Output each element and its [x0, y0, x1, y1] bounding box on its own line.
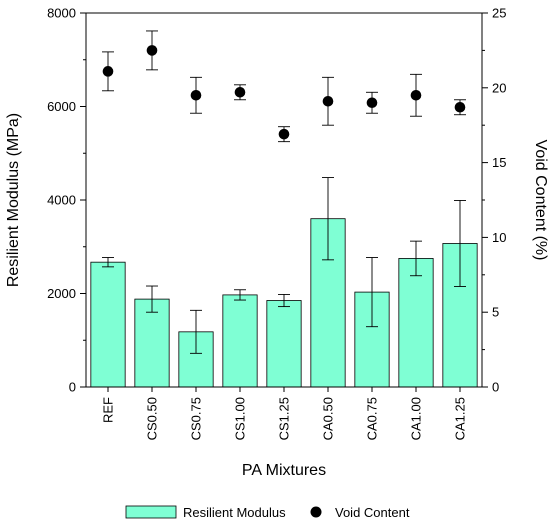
point-CS1.25 — [278, 128, 290, 140]
y-left-tick-label: 0 — [69, 380, 76, 395]
point-CS0.50 — [146, 45, 158, 56]
points-layer — [102, 30, 466, 143]
point-CA1.25 — [454, 101, 466, 113]
y-axis-left-title: Resilient Modulus (MPa) — [5, 113, 22, 287]
x-tick-label-CA0.75: CA0.75 — [365, 397, 380, 440]
x-tick-label-CA0.50: CA0.50 — [321, 397, 336, 440]
y-left-tick-label: 4000 — [47, 193, 76, 208]
y-axis-right-title: Void Content (%) — [532, 140, 549, 261]
point-CA1.00 — [410, 89, 422, 101]
x-tick-label-CS1.25: CS1.25 — [277, 397, 292, 440]
y-right-tick-label: 15 — [492, 155, 506, 170]
legend: Resilient Modulus Void Content — [125, 505, 410, 520]
legend-label-void-content: Void Content — [335, 505, 410, 520]
y-right-tick-label: 5 — [492, 305, 499, 320]
point-CS1.00 — [234, 86, 246, 98]
y-left-tick-label: 6000 — [47, 99, 76, 114]
x-tick-label-CA1.00: CA1.00 — [409, 397, 424, 440]
y-left-tick-label: 2000 — [47, 286, 76, 301]
bar-REF — [90, 261, 126, 388]
y-right-tick-label: 25 — [492, 6, 506, 21]
bar-CS0.50 — [134, 298, 170, 388]
bar-CA1.00 — [398, 258, 434, 388]
point-CA0.50 — [322, 95, 334, 107]
bar-CS1.25 — [266, 300, 302, 388]
x-tick-label-CA1.25: CA1.25 — [453, 397, 468, 440]
x-tick-label-REF: REF — [101, 397, 116, 423]
axes-layer: 0 2000 4000 6000 8000 0 5 10 15 20 25 REF CS0.50 CS0.… — [47, 6, 506, 441]
x-tick-label-CS0.75: CS0.75 — [189, 397, 204, 440]
x-tick-label-CS1.00: CS1.00 — [233, 397, 248, 440]
y-left-tick-label: 8000 — [47, 6, 76, 21]
legend-marker-void-content — [310, 506, 322, 518]
point-CA0.75 — [366, 97, 378, 109]
point-REF — [102, 66, 114, 77]
x-axis-title: PA Mixtures — [242, 462, 326, 479]
y-right-tick-label: 0 — [492, 380, 499, 395]
y-right-tick-label: 20 — [492, 80, 506, 95]
y-right-tick-label: 10 — [492, 230, 506, 245]
x-tick-label-CS0.50: CS0.50 — [145, 397, 160, 440]
point-CS0.75 — [190, 89, 202, 101]
bar-CS1.00 — [222, 294, 258, 388]
legend-swatch-resilient-modulus — [125, 505, 177, 519]
bars-layer — [90, 177, 478, 388]
legend-label-resilient-modulus: Resilient Modulus — [183, 505, 286, 520]
